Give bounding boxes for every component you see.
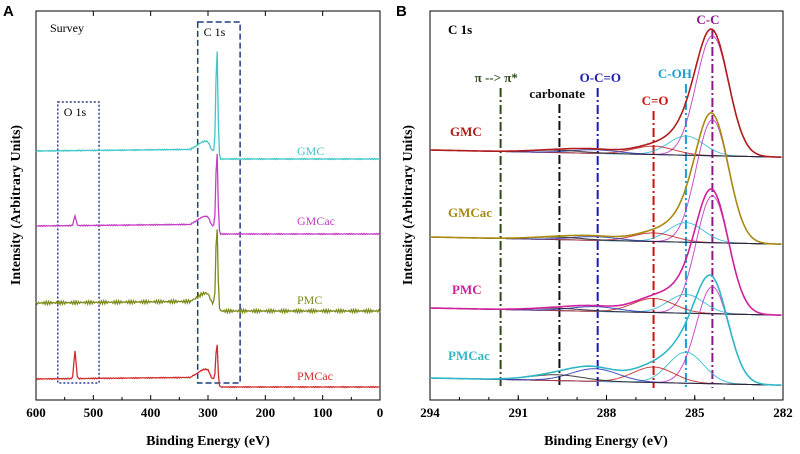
panel-a-x-axis-label: Binding Energy (eV)	[146, 434, 270, 449]
panel-a-series-gmcac	[35, 153, 381, 236]
panel-a-series-label: GMC	[297, 144, 324, 158]
panel-a-series-pmc	[35, 229, 381, 315]
panel-b-x-tick-label: 285	[685, 405, 705, 420]
panel-a-x-tick-label: 300	[198, 405, 218, 420]
reference-line-label: C=O	[642, 93, 669, 108]
panel-a-y-axis-label: Intensity (Arbitrary Units)	[9, 125, 24, 286]
panel-a-series-label: PMC	[297, 293, 322, 307]
panel-b-x-tick-label: 294	[420, 405, 440, 420]
panel-b-title: C 1s	[448, 22, 472, 37]
panel-b-component-3-4	[430, 374, 782, 386]
panel-a-x-tick-label: 400	[141, 405, 161, 420]
panel-a-x-tick-label: 0	[377, 405, 384, 420]
panel-b-x-tick-label: 291	[509, 405, 529, 420]
panel-b-series-label: GMC	[450, 124, 482, 139]
panel-b-series-label: PMC	[452, 282, 482, 297]
panel-a-series-label: PMCac	[297, 369, 333, 383]
panel-a-frame	[35, 10, 381, 401]
panel-letter-a: A	[3, 3, 14, 20]
panel-a-series-label: GMCac	[297, 214, 335, 228]
panel-b-component-0-0	[430, 35, 782, 158]
panel-b-series-label: PMCac	[448, 348, 490, 363]
o1s-region-label: O 1s	[64, 105, 87, 119]
panel-b-component-0-1	[430, 135, 782, 158]
panel-a-title: Survey	[50, 21, 84, 35]
panel-b-series-pmc	[430, 188, 782, 316]
reference-line-label: C-C	[696, 12, 719, 27]
panel-b-series-pmcac	[430, 274, 782, 386]
reference-line-label: π --> π*	[475, 70, 518, 85]
panel-b-component-1-0	[430, 119, 782, 245]
panel-b-series-label: GMCac	[448, 205, 492, 220]
panel-a-series-pmcac	[35, 344, 380, 389]
panel-b-series-gmc	[430, 28, 782, 158]
panel-b-component-2-1	[430, 293, 782, 316]
reference-line-label: carbonate	[529, 86, 585, 101]
panel-b-x-tick-label: 282	[773, 405, 793, 420]
panel-letter-b: B	[396, 3, 407, 20]
c1s-region-label: C 1s	[204, 25, 226, 39]
panel-a-x-tick-label: 500	[84, 405, 104, 420]
o1s-region-box	[57, 101, 100, 384]
panel-a-x-tick-label: 600	[26, 405, 46, 420]
panel-a-series-gmc	[35, 51, 381, 161]
reference-line-label: C-OH	[658, 66, 692, 81]
c1s-region-box	[196, 21, 241, 384]
panel-b-y-axis-label: Intensity (Arbitrary Units)	[401, 125, 416, 286]
panel-b-x-tick-label: 288	[597, 405, 617, 420]
panel-a-x-tick-label: 200	[256, 405, 276, 420]
panel-a-chart: 600 500 400 300 200 100 0 O 1s C 1s GMC GMCac PMC…	[9, 10, 384, 449]
reference-line-label: O-C=O	[580, 70, 621, 85]
panel-b-series-gmcac	[430, 111, 782, 245]
panel-a-x-tick-label: 100	[313, 405, 333, 420]
panel-b-x-axis-label: Binding Energy (eV)	[544, 434, 668, 449]
